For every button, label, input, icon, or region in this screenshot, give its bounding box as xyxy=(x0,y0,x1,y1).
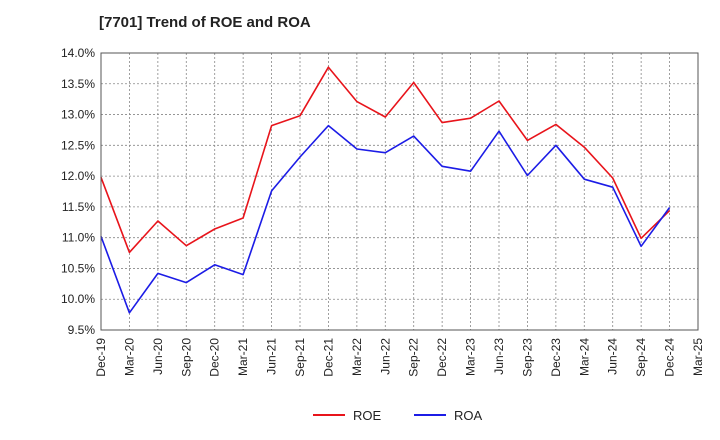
y-tick-label: 9.5% xyxy=(68,323,96,337)
series-lines xyxy=(100,66,671,314)
x-tick-label: Jun-23 xyxy=(492,338,506,375)
x-tick-label: Dec-20 xyxy=(208,338,222,377)
y-tick-label: 11.0% xyxy=(62,231,95,245)
x-tick-label: Dec-22 xyxy=(435,338,449,377)
y-tick-label: 10.5% xyxy=(61,261,95,275)
legend-label-roe: ROE xyxy=(353,408,382,423)
y-tick-label: 12.0% xyxy=(61,169,95,183)
x-tick-label: Mar-20 xyxy=(122,338,136,376)
x-tick-label: Dec-24 xyxy=(663,338,677,377)
y-tick-label: 10.0% xyxy=(61,292,95,306)
x-tick-label: Sep-21 xyxy=(293,338,307,377)
x-tick-label: Mar-22 xyxy=(350,338,364,376)
x-tick-label: Dec-21 xyxy=(321,338,335,377)
series-line-roa xyxy=(100,124,671,314)
x-tick-label: Jun-22 xyxy=(378,338,392,375)
x-tick-label: Sep-22 xyxy=(407,338,421,377)
x-tick-label: Jun-21 xyxy=(265,338,279,375)
y-tick-label: 11.5% xyxy=(62,200,95,214)
x-tick-label: Dec-23 xyxy=(549,338,563,377)
x-tick-label: Mar-24 xyxy=(577,338,591,376)
x-tick-label: Jun-24 xyxy=(606,338,620,375)
x-tick-label: Sep-24 xyxy=(634,338,648,377)
x-axis-ticks: Dec-19 Mar-20 Jun-20 Sep-20 Dec-20 Mar-21 Jun-… xyxy=(94,338,705,377)
chart-title: [7701] Trend of ROE and ROA xyxy=(99,14,311,31)
y-tick-label: 13.5% xyxy=(61,77,95,91)
legend: ROE ROA xyxy=(313,408,483,423)
x-tick-label: Sep-20 xyxy=(179,338,193,377)
legend-label-roa: ROA xyxy=(454,408,483,423)
plot-frame xyxy=(100,52,699,331)
grid xyxy=(101,53,698,330)
y-axis-ticks: 9.5% 10.0% 10.5% 11.0% 11.5% 12.0% 12.5% 13.0% 1… xyxy=(61,46,95,337)
x-tick-label: Mar-23 xyxy=(464,338,478,376)
x-tick-label: Sep-23 xyxy=(520,338,534,377)
x-tick-label: Jun-20 xyxy=(151,338,165,375)
y-tick-label: 12.5% xyxy=(61,138,95,152)
x-tick-label: Mar-21 xyxy=(236,338,250,376)
y-tick-label: 14.0% xyxy=(61,46,95,60)
x-tick-label: Dec-19 xyxy=(94,338,108,377)
y-tick-label: 13.0% xyxy=(61,108,95,122)
x-tick-label: Mar-25 xyxy=(691,338,705,376)
series-line-roe xyxy=(100,66,671,254)
